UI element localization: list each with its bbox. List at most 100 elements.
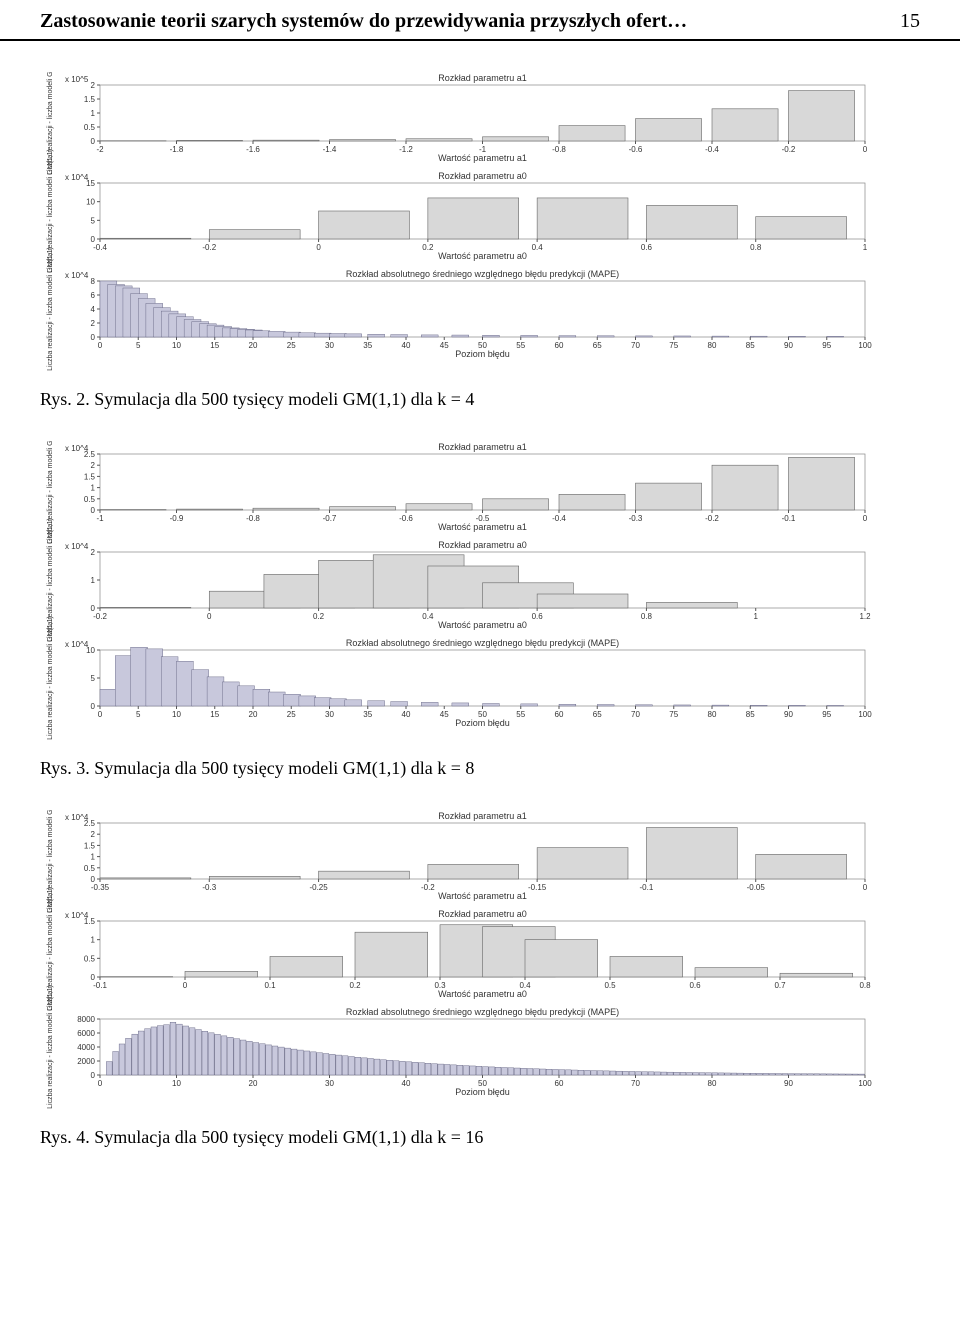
svg-text:2: 2 xyxy=(91,548,96,557)
svg-text:0.6: 0.6 xyxy=(641,243,653,252)
svg-text:0.6: 0.6 xyxy=(689,981,701,990)
svg-text:0: 0 xyxy=(98,341,103,350)
svg-text:60: 60 xyxy=(555,341,564,350)
page-header-title: Zastosowanie teorii szarych systemów do … xyxy=(40,10,880,33)
svg-text:85: 85 xyxy=(746,710,755,719)
svg-text:55: 55 xyxy=(516,710,525,719)
svg-text:0.5: 0.5 xyxy=(84,123,96,132)
svg-text:0.4: 0.4 xyxy=(422,612,434,621)
svg-text:0: 0 xyxy=(91,1071,96,1080)
svg-text:30: 30 xyxy=(325,710,334,719)
svg-text:Wartość parametru a1: Wartość parametru a1 xyxy=(438,891,527,901)
svg-text:20: 20 xyxy=(249,1079,258,1088)
svg-text:6: 6 xyxy=(91,291,96,300)
svg-text:95: 95 xyxy=(822,341,831,350)
svg-text:1.5: 1.5 xyxy=(84,841,96,850)
svg-text:x 10^5: x 10^5 xyxy=(65,75,89,84)
svg-text:Wartość parametru a1: Wartość parametru a1 xyxy=(438,522,527,532)
svg-text:-1: -1 xyxy=(96,514,104,523)
svg-text:70: 70 xyxy=(631,341,640,350)
svg-text:Poziom błędu: Poziom błędu xyxy=(455,1087,510,1097)
svg-text:0: 0 xyxy=(91,137,96,146)
svg-text:100: 100 xyxy=(858,710,872,719)
svg-text:Wartość parametru a0: Wartość parametru a0 xyxy=(438,251,527,261)
svg-text:-0.4: -0.4 xyxy=(93,243,107,252)
svg-text:-0.05: -0.05 xyxy=(747,883,766,892)
svg-text:0.4: 0.4 xyxy=(532,243,544,252)
svg-text:4: 4 xyxy=(91,305,96,314)
figure-3: Rozkład parametru a1x 10^400.511.522.5-0… xyxy=(40,809,920,1113)
svg-text:-0.4: -0.4 xyxy=(705,145,719,154)
svg-text:-0.6: -0.6 xyxy=(629,145,643,154)
svg-text:65: 65 xyxy=(593,710,602,719)
svg-text:20: 20 xyxy=(249,341,258,350)
svg-text:0.8: 0.8 xyxy=(750,243,762,252)
figure-svg: Rozkład parametru a1x 10^400.511.522.5-1… xyxy=(40,440,880,744)
svg-text:2: 2 xyxy=(91,830,96,839)
svg-text:0.2: 0.2 xyxy=(313,612,325,621)
svg-text:Rozkład parametru a0: Rozkład parametru a0 xyxy=(438,540,527,550)
svg-text:4000: 4000 xyxy=(77,1043,95,1052)
svg-text:-0.2: -0.2 xyxy=(705,514,719,523)
svg-text:0: 0 xyxy=(98,1079,103,1088)
svg-text:Rozkład absolutnego średniego: Rozkład absolutnego średniego względnego… xyxy=(346,1007,619,1017)
svg-text:x 10^4: x 10^4 xyxy=(65,542,89,551)
svg-text:40: 40 xyxy=(402,341,411,350)
svg-text:8: 8 xyxy=(91,277,96,286)
svg-text:60: 60 xyxy=(555,1079,564,1088)
svg-text:0: 0 xyxy=(207,612,212,621)
svg-text:2000: 2000 xyxy=(77,1057,95,1066)
svg-text:65: 65 xyxy=(593,341,602,350)
svg-text:0.8: 0.8 xyxy=(859,981,871,990)
svg-text:1: 1 xyxy=(91,576,96,585)
svg-text:35: 35 xyxy=(363,341,372,350)
svg-text:5: 5 xyxy=(136,710,141,719)
svg-text:Rozkład absolutnego średniego: Rozkład absolutnego średniego względnego… xyxy=(346,269,619,279)
page-number: 15 xyxy=(880,10,920,33)
svg-text:-0.4: -0.4 xyxy=(552,514,566,523)
figure-svg: Rozkład parametru a1x 10^400.511.522.5-0… xyxy=(40,809,880,1113)
svg-text:5: 5 xyxy=(136,341,141,350)
svg-text:1: 1 xyxy=(753,612,758,621)
svg-text:5: 5 xyxy=(91,674,96,683)
figure-caption: Rys. 4. Symulacja dla 500 tysięcy modeli… xyxy=(40,1127,920,1148)
svg-text:40: 40 xyxy=(402,710,411,719)
svg-text:0: 0 xyxy=(863,514,868,523)
svg-text:-0.9: -0.9 xyxy=(170,514,184,523)
svg-text:0.2: 0.2 xyxy=(422,243,434,252)
svg-text:Rozkład parametru a0: Rozkład parametru a0 xyxy=(438,909,527,919)
svg-text:-0.6: -0.6 xyxy=(399,514,413,523)
svg-text:15: 15 xyxy=(210,341,219,350)
svg-text:-0.2: -0.2 xyxy=(202,243,216,252)
svg-text:30: 30 xyxy=(325,1079,334,1088)
svg-text:-0.2: -0.2 xyxy=(421,883,435,892)
svg-text:0.5: 0.5 xyxy=(604,981,616,990)
svg-text:-0.15: -0.15 xyxy=(528,883,547,892)
svg-text:Rozkład parametru a0: Rozkład parametru a0 xyxy=(438,171,527,181)
svg-text:1: 1 xyxy=(863,243,868,252)
svg-text:0: 0 xyxy=(91,702,96,711)
figure-1: Rozkład parametru a1x 10^500.511.52-2-1.… xyxy=(40,71,920,375)
svg-text:-0.2: -0.2 xyxy=(782,145,796,154)
svg-text:10: 10 xyxy=(172,341,181,350)
svg-text:80: 80 xyxy=(708,710,717,719)
svg-text:25: 25 xyxy=(287,341,296,350)
svg-text:Poziom błędu: Poziom błędu xyxy=(455,349,510,359)
svg-text:0: 0 xyxy=(863,883,868,892)
svg-text:85: 85 xyxy=(746,341,755,350)
svg-text:1.5: 1.5 xyxy=(84,917,96,926)
figure-svg: Rozkład parametru a1x 10^500.511.52-2-1.… xyxy=(40,71,880,375)
figure-2: Rozkład parametru a1x 10^400.511.522.5-1… xyxy=(40,440,920,744)
svg-text:100: 100 xyxy=(858,1079,872,1088)
svg-text:1: 1 xyxy=(91,109,96,118)
svg-text:10: 10 xyxy=(86,646,95,655)
svg-text:-0.1: -0.1 xyxy=(640,883,654,892)
figure-caption: Rys. 3. Symulacja dla 500 tysięcy modeli… xyxy=(40,758,920,779)
svg-text:Rozkład parametru a1: Rozkład parametru a1 xyxy=(438,442,527,452)
svg-text:Wartość parametru a0: Wartość parametru a0 xyxy=(438,620,527,630)
svg-text:-1.8: -1.8 xyxy=(170,145,184,154)
svg-text:90: 90 xyxy=(784,1079,793,1088)
svg-text:70: 70 xyxy=(631,710,640,719)
svg-text:Rozkład parametru a1: Rozkład parametru a1 xyxy=(438,73,527,83)
svg-text:Wartość parametru a0: Wartość parametru a0 xyxy=(438,989,527,999)
